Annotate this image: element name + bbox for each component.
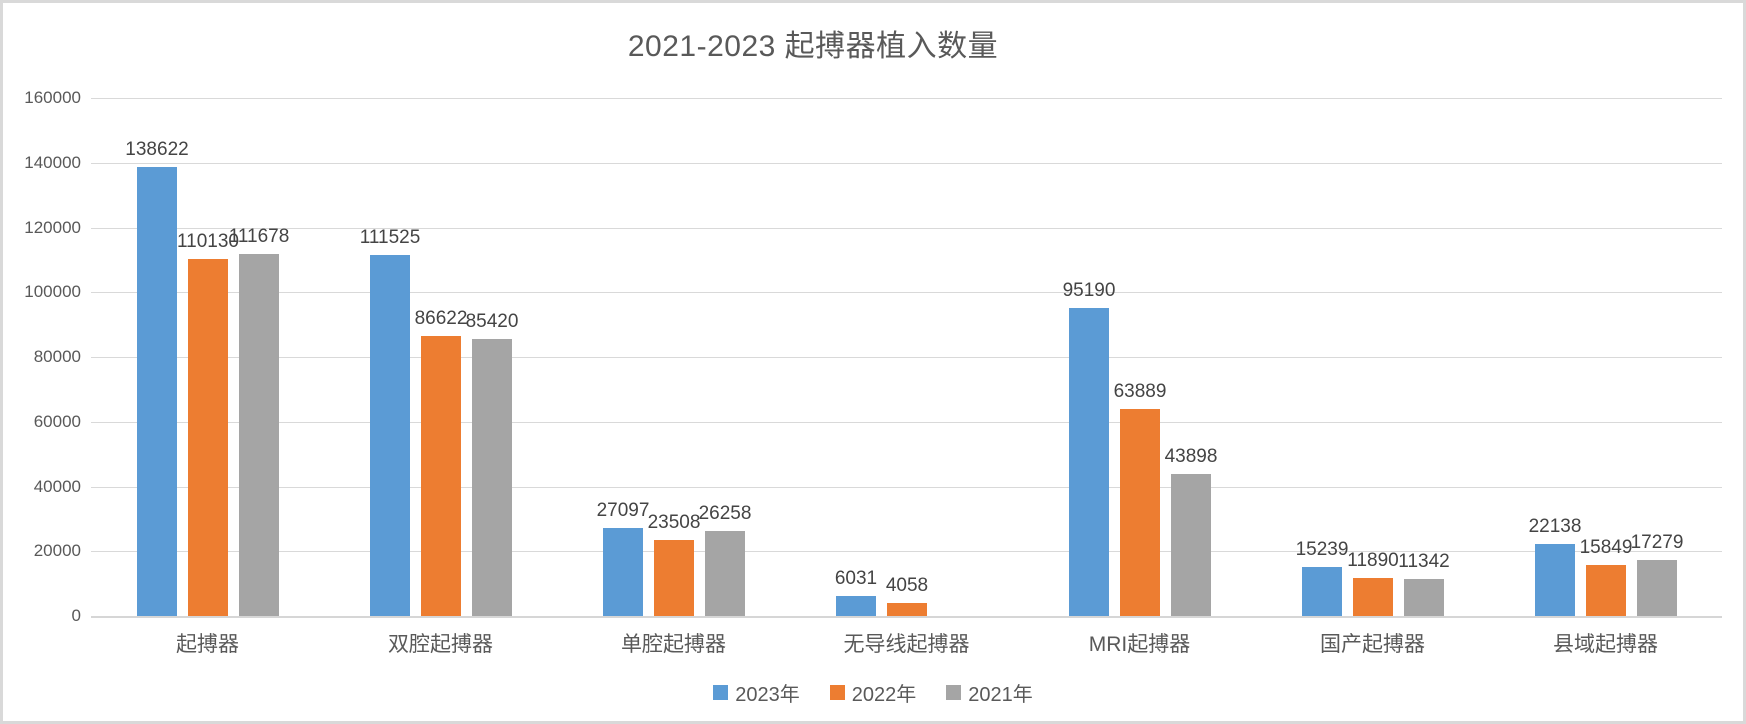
bar-value-label-2-2: 26258 xyxy=(698,503,752,524)
bar-1-1 xyxy=(421,336,461,616)
gridline xyxy=(91,487,1722,488)
bar-value-label-2-1: 85420 xyxy=(465,311,519,332)
legend: 2023年 2022年 2021年 xyxy=(3,678,1743,707)
bar-value-label-1-4: 63889 xyxy=(1113,381,1167,402)
bar-0-1 xyxy=(370,255,410,616)
bar-0-2 xyxy=(603,528,643,616)
bar-value-label-0-3: 6031 xyxy=(834,568,878,589)
bar-value-label-1-2: 23508 xyxy=(647,512,701,533)
bar-value-label-0-0: 138622 xyxy=(125,139,189,160)
y-axis-tick-label: 80000 xyxy=(33,347,81,366)
bar-value-label-2-4: 43898 xyxy=(1164,446,1218,467)
legend-item-0: 2023年 xyxy=(713,678,800,707)
bar-value-label-1-1: 86622 xyxy=(414,308,468,329)
legend-swatch-icon xyxy=(946,685,962,700)
x-axis-category-label-0: 起搏器 xyxy=(176,633,239,656)
chart-title: 2021-2023 起搏器植入数量 xyxy=(627,30,999,63)
bar-value-label-0-1: 111525 xyxy=(359,227,421,248)
gridline xyxy=(91,422,1722,423)
x-axis-category-label-3: 无导线起搏器 xyxy=(843,633,970,656)
gridline xyxy=(91,228,1722,229)
bar-1-5 xyxy=(1353,578,1393,616)
bar-0-0 xyxy=(137,167,177,616)
bar-value-label-0-4: 95190 xyxy=(1062,280,1116,301)
bar-2-4 xyxy=(1171,474,1211,616)
x-axis-category-label-2: 单腔起搏器 xyxy=(621,633,726,656)
y-axis-tick-label: 100000 xyxy=(24,282,81,301)
bar-value-label-1-0: 110130 xyxy=(177,231,239,252)
bar-1-3 xyxy=(887,603,927,616)
legend-item-1: 2022年 xyxy=(829,678,917,707)
bar-value-label-0-2: 27097 xyxy=(596,500,650,521)
y-axis-tick-label: 120000 xyxy=(24,218,81,237)
bar-value-label-2-6: 17279 xyxy=(1630,532,1684,553)
bar-2-1 xyxy=(472,339,512,616)
bar-0-3 xyxy=(836,596,876,616)
legend-swatch-icon xyxy=(829,685,845,700)
y-axis-tick-label: 60000 xyxy=(33,412,81,431)
bar-2-2 xyxy=(705,531,745,616)
legend-swatch-icon xyxy=(713,685,729,700)
legend-item-2: 2021年 xyxy=(946,678,1033,707)
bar-value-label-1-5: 11890 xyxy=(1347,550,1399,571)
bar-value-label-2-0: 111678 xyxy=(228,226,290,247)
bar-0-5 xyxy=(1302,567,1342,616)
gridline xyxy=(91,163,1722,164)
bar-2-6 xyxy=(1637,560,1677,616)
bar-1-0 xyxy=(188,259,228,616)
bar-value-label-0-6: 22138 xyxy=(1528,516,1582,537)
legend-label-0: 2023年 xyxy=(735,684,800,706)
x-axis-line xyxy=(91,616,1722,618)
y-axis-tick-label: 20000 xyxy=(33,541,81,560)
y-axis-tick-label: 140000 xyxy=(24,153,81,172)
legend-label-2: 2021年 xyxy=(968,684,1033,706)
legend-label-1: 2022年 xyxy=(851,684,917,706)
x-axis-category-label-4: MRI起搏器 xyxy=(1088,633,1191,656)
bar-0-6 xyxy=(1535,544,1575,616)
bar-value-label-1-3: 4058 xyxy=(885,575,929,596)
bar-2-0 xyxy=(239,254,279,616)
bar-value-label-0-5: 15239 xyxy=(1295,539,1349,560)
y-axis-tick-label: 160000 xyxy=(24,88,81,107)
bar-2-5 xyxy=(1404,579,1444,616)
bar-1-2 xyxy=(654,540,694,616)
gridline xyxy=(91,292,1722,293)
gridline xyxy=(91,98,1722,99)
gridline xyxy=(91,357,1722,358)
bar-1-4 xyxy=(1120,409,1160,616)
y-axis-tick-label: 0 xyxy=(71,606,81,625)
x-axis-category-label-6: 县域起搏器 xyxy=(1553,633,1658,656)
bar-value-label-2-5: 11342 xyxy=(1398,551,1450,572)
x-axis-category-label-1: 双腔起搏器 xyxy=(388,633,493,656)
bar-value-label-1-6: 15849 xyxy=(1579,537,1633,558)
plot-area: 0 20000 40000 60000 80000 100000 120000 140000 1… xyxy=(3,3,1743,721)
bar-1-6 xyxy=(1586,565,1626,616)
bar-0-4 xyxy=(1069,308,1109,616)
gridline xyxy=(91,551,1722,552)
x-axis-category-label-5: 国产起搏器 xyxy=(1320,633,1425,656)
y-axis-tick-label: 40000 xyxy=(33,477,81,496)
